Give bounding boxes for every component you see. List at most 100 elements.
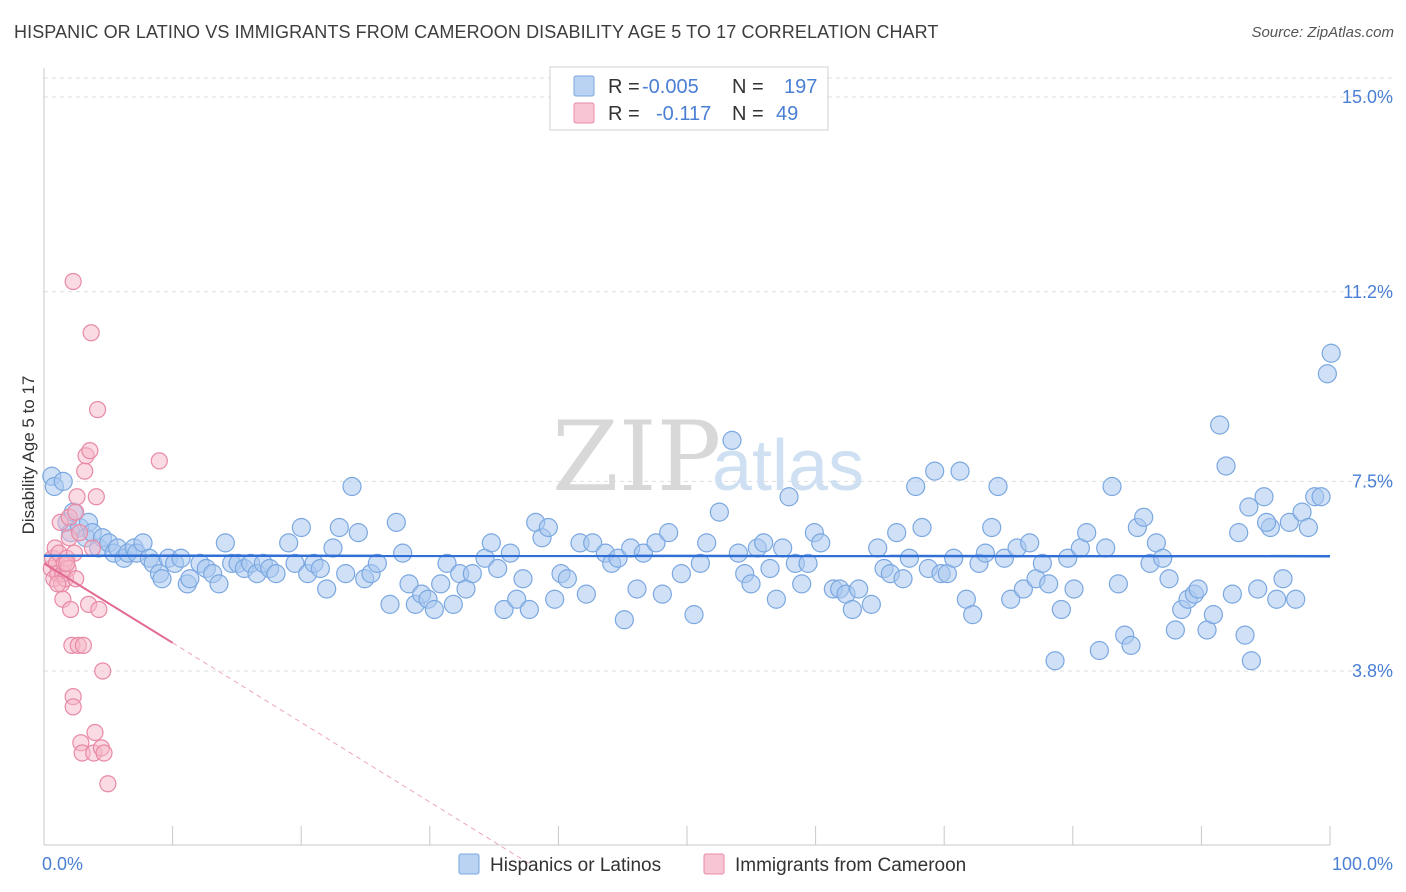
data-point-hispanics [215, 533, 235, 553]
series-legend: Hispanics or Latinos Immigrants from Cam… [458, 853, 966, 876]
data-point-hispanics [975, 543, 995, 563]
data-point-hispanics [380, 594, 400, 614]
data-point-hispanics [1045, 651, 1065, 671]
data-point-hispanics [431, 574, 451, 594]
data-point-hispanics [1089, 640, 1109, 661]
data-point-hispanics [779, 487, 799, 507]
data-point-hispanics [1239, 497, 1259, 517]
bottom-legend-swatch-hispanics [458, 853, 480, 875]
data-point-hispanics [513, 569, 533, 589]
data-point-cameroon [86, 723, 104, 742]
data-point-hispanics [1039, 574, 1059, 594]
data-point-hispanics [1229, 523, 1249, 543]
data-point-hispanics [443, 594, 463, 614]
data-point-hispanics [209, 574, 229, 594]
data-point-hispanics [1222, 584, 1242, 604]
y-tick-label: 7.5% [1352, 471, 1393, 491]
data-point-hispanics [576, 584, 596, 604]
data-point-hispanics [310, 558, 330, 579]
legend-n-value: 49 [776, 103, 798, 125]
legend-swatch-cameroon [573, 102, 595, 124]
data-point-hispanics [659, 523, 679, 543]
data-point-hispanics [291, 517, 311, 538]
y-tick-labels: 3.8% 7.5% 11.2% 15.0% [1342, 87, 1393, 681]
data-point-hispanics [982, 517, 1002, 538]
legend-r-value: -0.005 [642, 76, 699, 98]
data-point-cameroon [49, 575, 67, 593]
data-point-hispanics [1256, 512, 1277, 532]
data-point-hispanics [798, 553, 818, 573]
data-point-hispanics [494, 599, 514, 620]
data-point-hispanics [393, 543, 413, 563]
data-point-hispanics [279, 533, 299, 553]
data-point-cameroon [61, 600, 80, 619]
chart-title: HISPANIC OR LATINO VS IMMIGRANTS FROM CA… [14, 22, 939, 42]
data-point-hispanics [849, 579, 869, 599]
data-point-cameroon [76, 462, 94, 480]
data-point-cameroon [58, 554, 76, 572]
data-point-hispanics [988, 476, 1008, 497]
data-point-hispanics [323, 538, 343, 558]
data-point-hispanics [557, 569, 577, 589]
data-point-hispanics [317, 579, 337, 599]
trend-lines [43, 554, 1331, 867]
data-point-hispanics [583, 533, 603, 553]
data-point-hispanics [741, 574, 761, 594]
data-point-hispanics [950, 461, 970, 481]
data-point-hispanics [811, 533, 831, 553]
data-point-hispanics [861, 594, 881, 614]
legend-box [549, 66, 829, 131]
data-point-hispanics [348, 523, 368, 543]
data-point-hispanics [1134, 507, 1154, 527]
data-point-hispanics [697, 533, 717, 553]
data-point-cameroon [95, 744, 113, 762]
y-tick-label: 11.2% [1343, 282, 1393, 302]
data-point-hispanics [1121, 635, 1141, 655]
legend-r-label: R = [608, 76, 640, 98]
data-point-hispanics [342, 476, 362, 497]
data-point-hispanics [1235, 625, 1255, 645]
data-point-hispanics [633, 543, 653, 563]
data-point-cameroon [70, 524, 89, 542]
data-point-hispanics [1096, 538, 1116, 558]
legend-r-label: R = [608, 103, 640, 125]
series-cameroon-points [42, 272, 168, 793]
x-tick-label: 100.0% [1332, 854, 1393, 874]
data-point-hispanics [1032, 553, 1052, 573]
x-tick-labels: 0.0% 100.0% [42, 854, 1393, 874]
data-point-hispanics [1273, 569, 1293, 589]
data-point-hispanics [1077, 523, 1097, 543]
data-point-cameroon [74, 636, 93, 654]
data-point-hispanics [1013, 579, 1033, 599]
bottom-legend-cameroon: Immigrants from Cameroon [735, 855, 966, 876]
data-point-hispanics [1286, 589, 1306, 609]
data-point-cameroon [67, 503, 85, 521]
data-point-hispanics [944, 548, 964, 568]
data-point-cameroon [99, 775, 117, 793]
data-point-hispanics [1248, 579, 1268, 599]
data-point-hispanics [754, 533, 774, 553]
data-point-hispanics [53, 471, 73, 491]
data-point-cameroon [94, 662, 112, 680]
data-point-hispanics [424, 599, 444, 620]
legend-n-label: N = [732, 76, 764, 98]
bottom-legend-swatch-cameroon [703, 853, 725, 875]
data-point-hispanics [437, 553, 457, 573]
y-tick-label: 15.0% [1342, 87, 1393, 107]
data-point-hispanics [652, 584, 672, 604]
axes [43, 68, 1331, 846]
data-point-hispanics [266, 564, 286, 584]
trend-line-cameroon-extension [172, 642, 533, 867]
data-point-hispanics [899, 548, 919, 568]
data-point-hispanics [171, 548, 191, 568]
bottom-legend-hispanics: Hispanics or Latinos [490, 855, 661, 876]
data-point-cameroon [90, 600, 108, 619]
data-point-hispanics [1216, 456, 1236, 476]
data-point-hispanics [399, 574, 419, 594]
data-point-hispanics [507, 589, 527, 609]
trend-line-hispanics [43, 554, 1331, 558]
data-point-hispanics [1298, 517, 1318, 538]
data-point-hispanics [1159, 569, 1179, 589]
data-point-hispanics [481, 533, 501, 553]
